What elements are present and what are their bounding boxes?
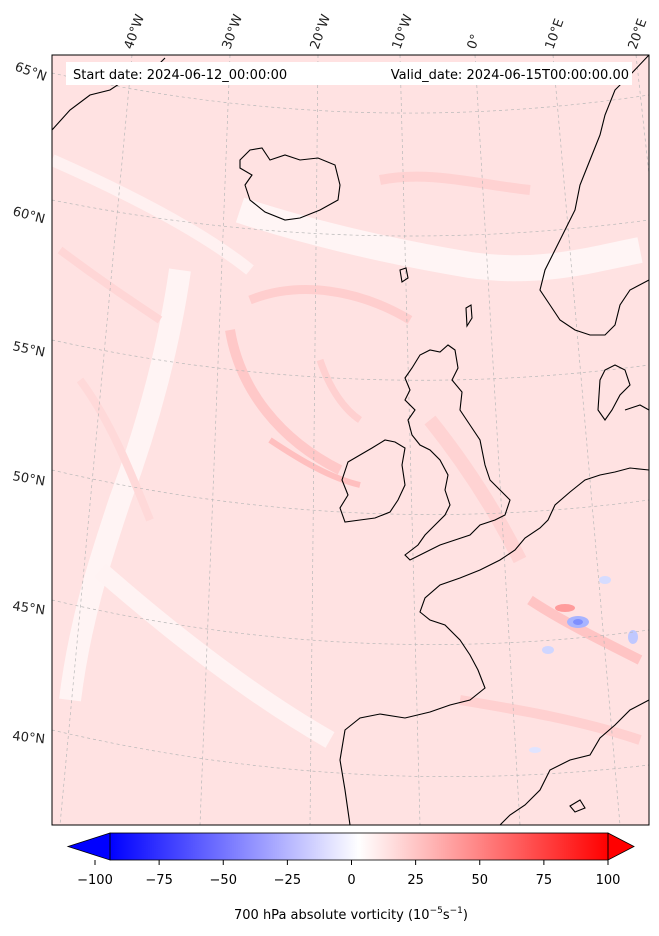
longitude-labels: 40°W 30°W 20°W 10°W 0° 10°E 20°E [122,12,651,51]
lat-label: 40°N [12,729,46,747]
colorbar: −100 −75 −50 −25 0 25 50 75 100 700 hPa absolute… [66,832,635,923]
lon-label: 20°W [308,12,334,51]
colorbar-tick-label: 75 [536,873,553,888]
colorbar-high-extend [607,832,635,861]
colorbar-tick-label: −75 [145,873,172,888]
valid-date-label: Valid_date: 2024-06-15T00:00:00.00 [391,68,629,83]
lat-label: 55°N [11,339,46,360]
colorbar-title: 700 hPa absolute vorticity (10−5s−1) [234,906,468,923]
shetland-islands [465,304,473,328]
continental-coast [339,467,649,825]
great-britain-coast [404,344,511,561]
map-frame [51,54,650,826]
colorbar-tick-label: 25 [407,873,424,888]
faroe-islands [399,267,409,283]
iberia-coast [499,699,649,825]
colorbar-tick-label: 50 [471,873,488,888]
colorbar-tick-label: −50 [210,873,237,888]
lon-label: 10°W [390,12,416,51]
start-date-label: Start date: 2024-06-12_00:00:00 [73,68,287,83]
norway-coast [539,55,649,336]
header-box [66,62,632,85]
lon-label: 10°E [543,17,568,52]
colorbar-tick-label: 100 [596,873,621,888]
colorbar-tick-label: 0 [347,873,355,888]
lat-label: 45°N [11,599,46,618]
graticule-lines [52,55,649,825]
vorticity-field [52,55,649,825]
lon-label: 40°W [122,12,148,51]
lat-label: 50°N [11,469,46,489]
lon-label: 20°E [626,17,651,52]
lat-label: 60°N [11,204,47,227]
ireland-coast [339,439,406,523]
lon-label: 0° [465,32,484,51]
lon-label: 30°W [220,12,246,51]
colorbar-tick-label: −25 [274,873,301,888]
colorbar-body [110,833,608,860]
lat-label: 65°N [13,60,49,85]
colorbar-ticks: −100 −75 −50 −25 0 25 50 75 100 [77,860,620,888]
denmark-coast [597,364,631,421]
iceland-coast [239,147,341,221]
latitude-labels: 65°N 60°N 55°N 50°N 45°N 40°N [11,60,49,748]
colorbar-tick-label: −100 [77,873,113,888]
colorbar-low-extend [66,832,111,861]
